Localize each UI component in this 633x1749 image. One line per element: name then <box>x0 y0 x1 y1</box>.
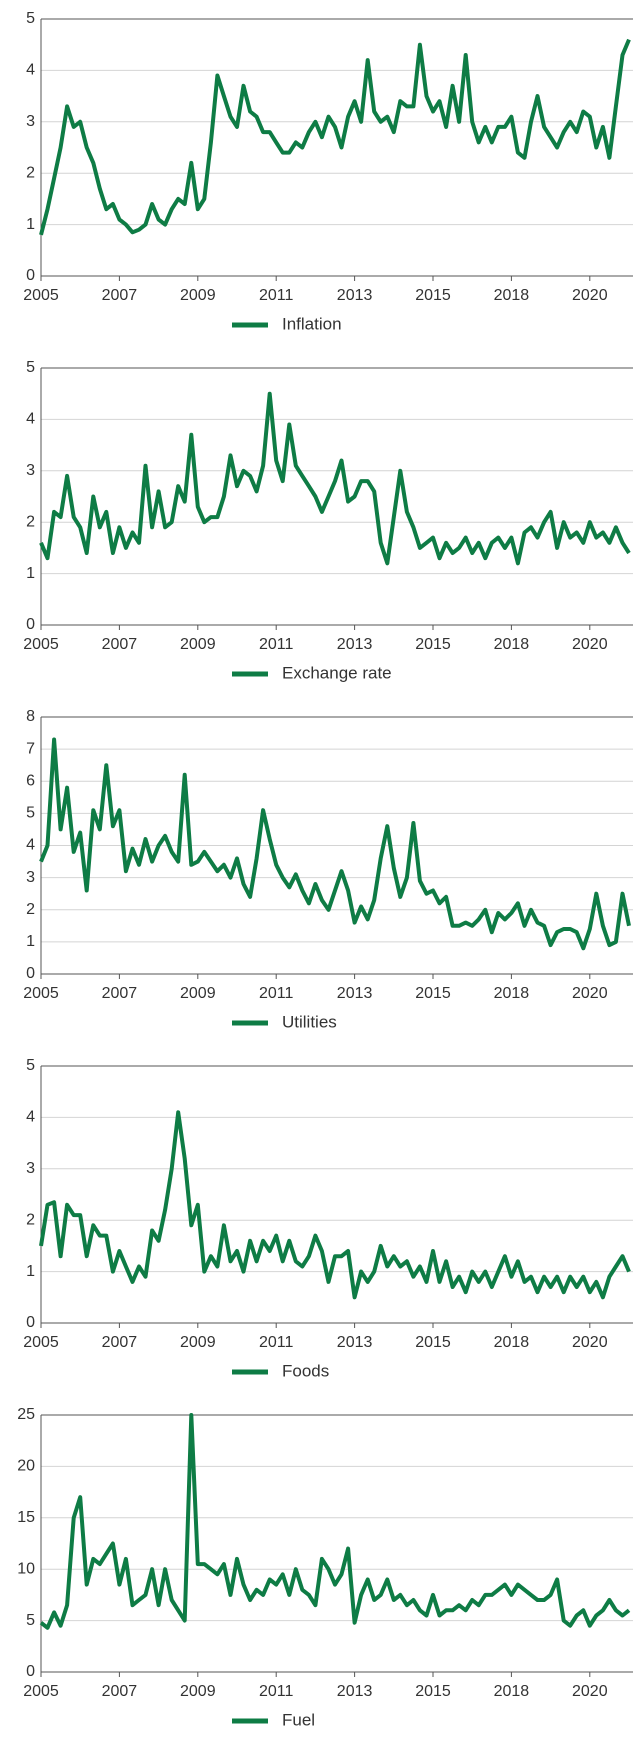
x-tick-label: 2020 <box>572 1683 608 1700</box>
x-tick-label: 2009 <box>180 287 216 304</box>
x-tick-label: 2007 <box>102 985 138 1002</box>
y-tick-label: 3 <box>26 113 35 130</box>
x-tick-label: 2009 <box>180 985 216 1002</box>
x-tick-label: 2005 <box>23 1334 59 1351</box>
y-tick-label: 6 <box>26 772 35 789</box>
x-tick-label: 2007 <box>102 1683 138 1700</box>
x-tick-label: 2013 <box>337 636 373 653</box>
data-line <box>39 737 631 951</box>
y-tick-label: 5 <box>26 1612 35 1629</box>
x-tick-label: 2018 <box>494 636 530 653</box>
y-tick-label: 0 <box>26 616 35 633</box>
y-tick-label: 0 <box>26 267 35 284</box>
x-tick-label: 2013 <box>337 985 373 1002</box>
x-tick-label: 2007 <box>102 287 138 304</box>
y-tick-label: 5 <box>26 805 35 822</box>
x-tick-label: 2005 <box>23 287 59 304</box>
y-tick-label: 4 <box>26 837 35 854</box>
y-tick-label: 0 <box>26 1663 35 1680</box>
data-line <box>39 1413 631 1630</box>
y-tick-label: 2 <box>26 1211 35 1228</box>
x-tick-label: 2013 <box>337 1683 373 1700</box>
x-tick-label: 2018 <box>494 1334 530 1351</box>
x-tick-label: 2015 <box>415 1683 451 1700</box>
y-tick-label: 15 <box>17 1509 35 1526</box>
y-tick-label: 2 <box>26 164 35 181</box>
y-tick-label: 10 <box>17 1560 35 1577</box>
legend-label: Exchange rate <box>282 663 392 682</box>
x-tick-label: 2011 <box>259 1334 294 1351</box>
y-tick-label: 4 <box>26 62 35 79</box>
y-tick-label: 20 <box>17 1458 35 1475</box>
y-tick-label: 1 <box>26 216 35 233</box>
x-tick-label: 2013 <box>337 1334 373 1351</box>
y-tick-label: 4 <box>26 411 35 428</box>
y-tick-label: 3 <box>26 1160 35 1177</box>
y-tick-label: 3 <box>26 869 35 886</box>
y-tick-label: 3 <box>26 462 35 479</box>
legend-label: Foods <box>282 1361 329 1380</box>
x-tick-label: 2009 <box>180 1334 216 1351</box>
x-tick-label: 2015 <box>415 636 451 653</box>
x-tick-label: 2015 <box>415 985 451 1002</box>
x-tick-label: 2011 <box>259 1683 294 1700</box>
y-tick-label: 1 <box>26 933 35 950</box>
y-tick-label: 1 <box>26 565 35 582</box>
y-tick-label: 4 <box>26 1109 35 1126</box>
x-tick-label: 2009 <box>180 636 216 653</box>
y-tick-label: 1 <box>26 1263 35 1280</box>
x-tick-label: 2005 <box>23 1683 59 1700</box>
y-tick-label: 2 <box>26 513 35 530</box>
x-tick-label: 2020 <box>572 287 608 304</box>
y-tick-label: 7 <box>26 740 35 757</box>
x-tick-label: 2018 <box>494 985 530 1002</box>
y-tick-label: 2 <box>26 901 35 918</box>
x-tick-label: 2009 <box>180 1683 216 1700</box>
y-tick-label: 0 <box>26 965 35 982</box>
x-tick-label: 2020 <box>572 985 608 1002</box>
x-tick-label: 2007 <box>102 1334 138 1351</box>
x-tick-label: 2005 <box>23 636 59 653</box>
y-tick-label: 8 <box>26 708 35 725</box>
x-tick-label: 2011 <box>259 287 294 304</box>
legend-label: Utilities <box>282 1012 337 1031</box>
y-tick-label: 5 <box>26 10 35 27</box>
y-tick-label: 25 <box>17 1406 35 1423</box>
x-tick-label: 2020 <box>572 1334 608 1351</box>
x-tick-label: 2011 <box>259 636 294 653</box>
x-tick-label: 2013 <box>337 287 373 304</box>
x-tick-label: 2015 <box>415 1334 451 1351</box>
x-tick-label: 2007 <box>102 636 138 653</box>
x-tick-label: 2015 <box>415 287 451 304</box>
legend-label: Fuel <box>282 1710 315 1729</box>
data-line <box>39 38 631 236</box>
y-tick-label: 5 <box>26 359 35 376</box>
x-tick-label: 2020 <box>572 636 608 653</box>
y-tick-label: 5 <box>26 1057 35 1074</box>
legend-label: Inflation <box>282 314 342 333</box>
x-tick-label: 2018 <box>494 1683 530 1700</box>
x-tick-label: 2011 <box>259 985 294 1002</box>
y-tick-label: 0 <box>26 1314 35 1331</box>
x-tick-label: 2005 <box>23 985 59 1002</box>
x-tick-label: 2018 <box>494 287 530 304</box>
data-line <box>39 1110 631 1300</box>
data-line <box>39 391 631 566</box>
